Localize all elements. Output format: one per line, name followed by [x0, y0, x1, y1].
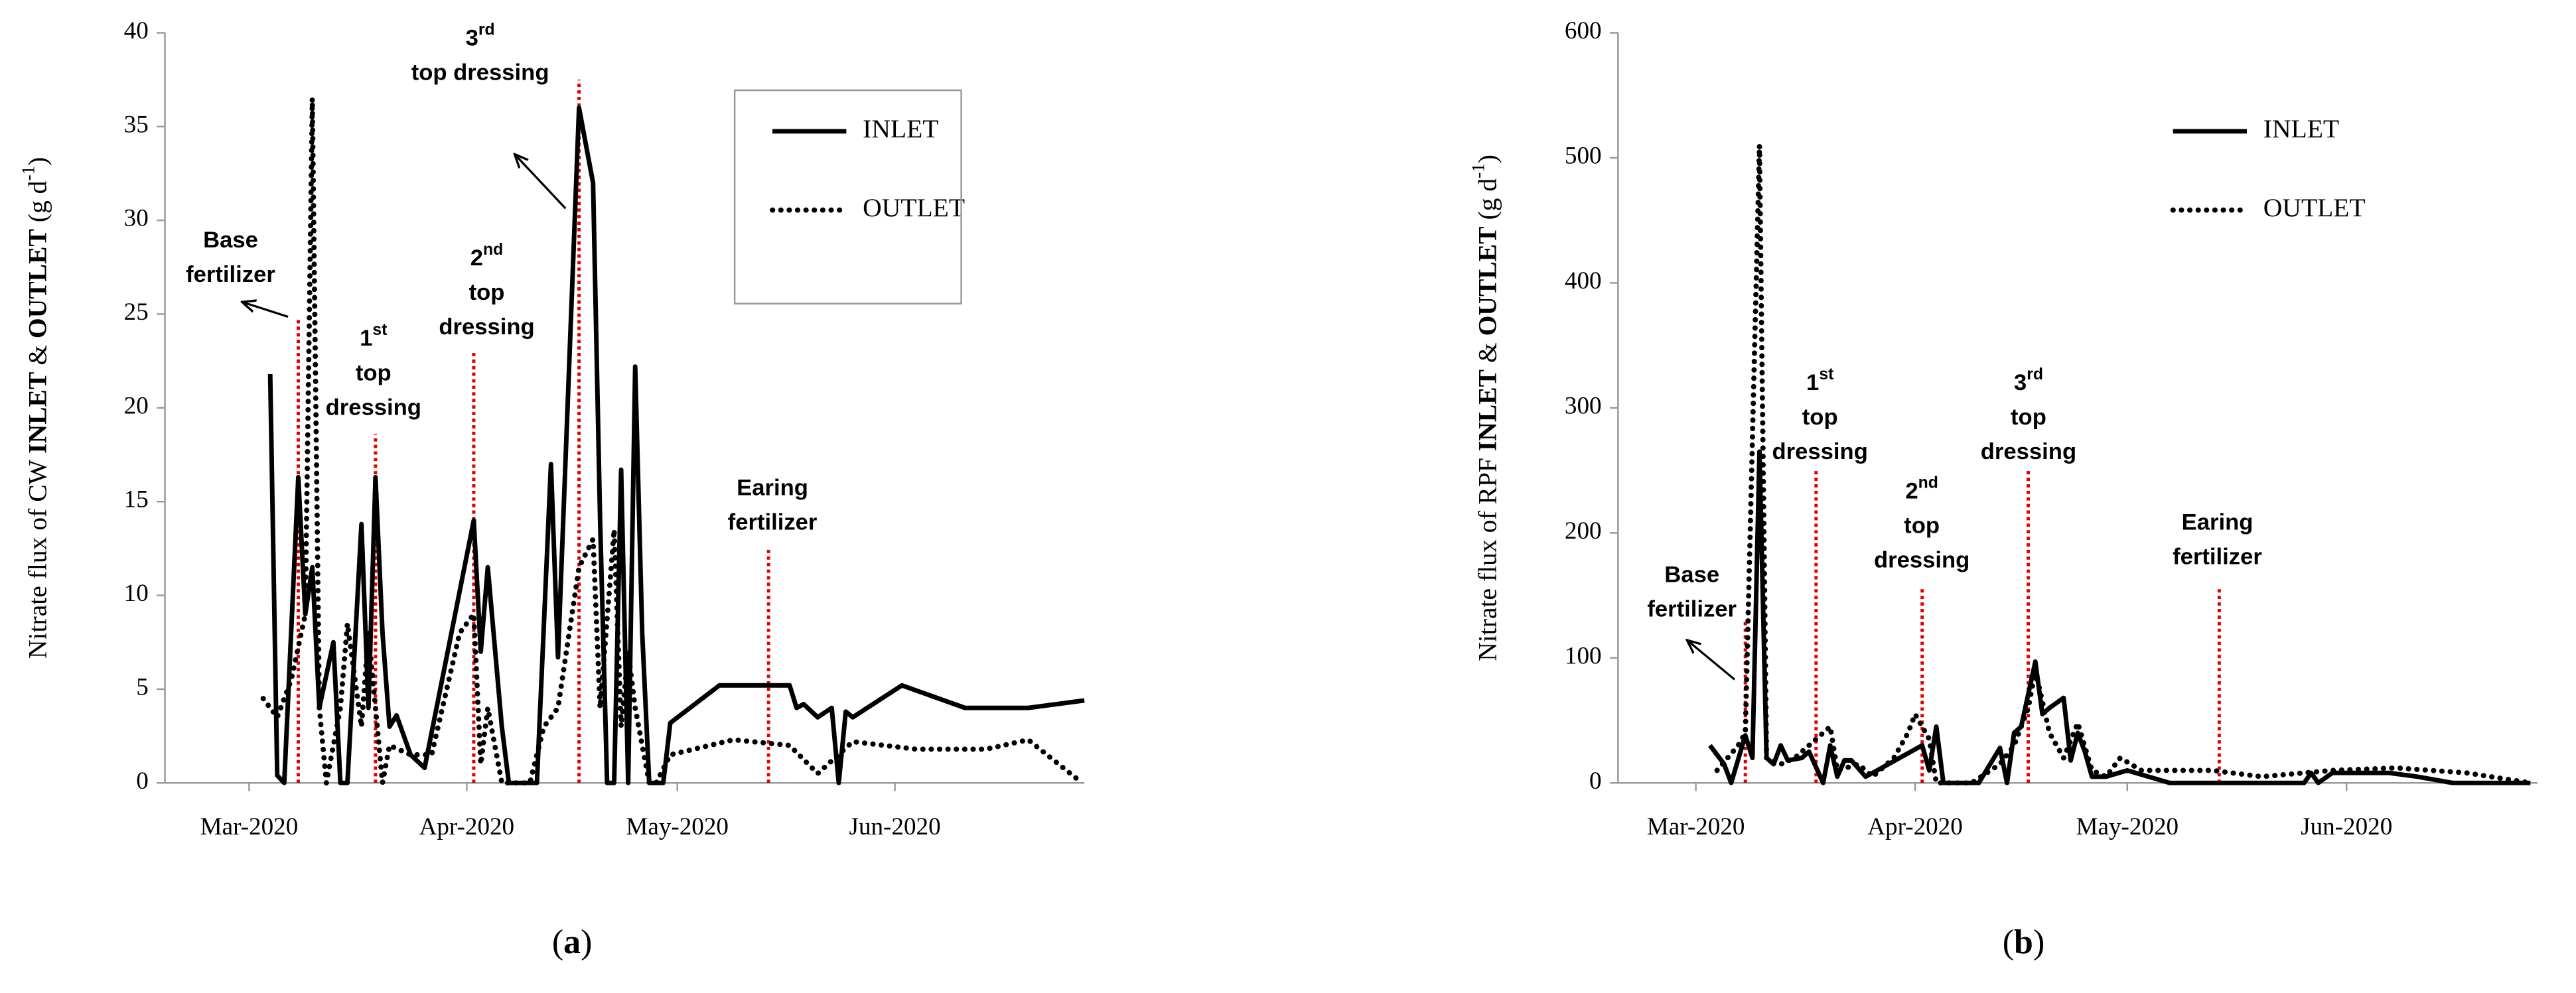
event-label: Base	[1664, 563, 1719, 588]
y-tick-label: 500	[1565, 142, 1602, 169]
annotation-arrow	[515, 155, 567, 210]
legend-label: OUTLET	[863, 193, 965, 222]
text-part: &	[23, 338, 52, 372]
rich-text: (a)	[552, 923, 593, 961]
y-tick-label: 25	[124, 298, 149, 326]
y-tick-label: 400	[1565, 267, 1602, 295]
y-tick-label: 100	[1565, 642, 1602, 669]
event-label: top	[469, 280, 505, 305]
x-tick-label: May-2020	[2076, 813, 2179, 840]
y-tick-label: 40	[124, 17, 149, 44]
event-label-sup: st	[1819, 365, 1833, 383]
text-part: -1	[1468, 163, 1488, 178]
text-part: (	[552, 923, 563, 961]
rich-text: (b)	[2003, 923, 2045, 961]
text-part: (g d	[1472, 178, 1502, 227]
legend-label: INLET	[2263, 114, 2339, 143]
text-part: (	[2003, 923, 2014, 961]
text-part: b	[2014, 923, 2033, 961]
event-label-sup: rd	[2027, 365, 2043, 383]
x-tick-label: Apr-2020	[419, 813, 515, 840]
x-tick-label: Jun-2020	[2301, 813, 2392, 840]
y-tick-label: 10	[124, 580, 149, 607]
event-label: top	[1802, 405, 1838, 430]
text-part: OUTLET	[1472, 226, 1502, 336]
legend-label: INLET	[863, 114, 938, 143]
text-part: -1	[19, 166, 38, 181]
annotation-arrow	[242, 302, 289, 318]
text-part: OUTLET	[23, 229, 52, 338]
event-label: fertilizer	[1647, 597, 1737, 622]
event-label: fertilizer	[2173, 544, 2262, 569]
text-part: Nitrate flux of CW	[23, 454, 52, 659]
y-tick-label: 0	[1589, 767, 1602, 795]
event-label: dressing	[439, 314, 534, 340]
y-tick-label: 5	[136, 673, 149, 700]
text-part: INLET	[23, 372, 52, 454]
event-label: dressing	[326, 395, 421, 420]
text-part: &	[1472, 336, 1502, 369]
event-label-sup: nd	[483, 241, 503, 259]
event-label-num: 2	[470, 245, 483, 271]
event-label-sup: st	[372, 321, 387, 339]
event-label: 1st	[360, 321, 387, 351]
text-part: INLET	[1472, 369, 1502, 451]
event-label: 3rd	[2014, 365, 2043, 395]
text-part: )	[2033, 923, 2044, 961]
text-part: Nitrate flux of RPF	[1472, 451, 1502, 661]
x-tick-label: Mar-2020	[1647, 813, 1745, 840]
event-label: 2nd	[470, 241, 503, 271]
y-tick-label: 0	[136, 767, 149, 795]
y-tick-label: 35	[124, 111, 149, 138]
text-part: )	[1472, 155, 1502, 163]
x-tick-label: May-2020	[626, 813, 729, 840]
series-line	[1714, 143, 2534, 786]
series-line	[260, 96, 1080, 786]
rich-text: Nitrate flux of RPF INLET & OUTLET (g d-…	[1468, 155, 1502, 661]
event-label-sup: rd	[478, 21, 495, 38]
event-label: top	[2011, 405, 2046, 430]
event-label: dressing	[1874, 547, 1969, 572]
event-label: fertilizer	[728, 509, 818, 535]
event-label: Earing	[737, 476, 808, 501]
event-label: top	[356, 360, 392, 385]
event-label: 2nd	[1905, 474, 1938, 503]
event-label-num: 3	[466, 26, 478, 51]
event-label-num: 1	[360, 326, 372, 351]
x-tick-label: Mar-2020	[200, 813, 299, 840]
text-part: )	[23, 157, 52, 166]
legend-frame	[733, 89, 962, 304]
legend-label: OUTLET	[2263, 193, 2366, 222]
series-line	[267, 105, 1085, 785]
event-label: top dressing	[411, 60, 549, 86]
event-label-num: 3	[2014, 370, 2027, 395]
text-part: (g d	[23, 180, 52, 229]
text-part: a	[563, 923, 581, 961]
text-part: )	[581, 923, 592, 961]
event-label: 1st	[1806, 365, 1833, 395]
annotation-arrow	[1687, 640, 1736, 681]
event-label: fertilizer	[186, 262, 275, 287]
event-label: dressing	[1981, 439, 2076, 464]
event-label: Earing	[2182, 509, 2254, 535]
event-label: Base	[203, 228, 258, 253]
y-tick-label: 30	[124, 205, 149, 232]
x-tick-label: Jun-2020	[849, 813, 941, 840]
y-tick-label: 20	[124, 392, 149, 419]
event-label: 3rd	[466, 21, 495, 50]
event-label-sup: nd	[1918, 474, 1938, 492]
y-tick-label: 15	[124, 486, 149, 513]
rich-text: Nitrate flux of CW INLET & OUTLET (g d-1…	[19, 157, 52, 659]
y-tick-label: 200	[1565, 517, 1602, 545]
y-tick-label: 600	[1565, 17, 1602, 44]
event-label: dressing	[1772, 439, 1868, 464]
y-tick-label: 300	[1565, 392, 1602, 419]
event-label: top	[1904, 513, 1940, 538]
x-tick-label: Apr-2020	[1867, 813, 1963, 840]
event-label-num: 2	[1905, 478, 1918, 503]
event-label-num: 1	[1806, 370, 1819, 395]
